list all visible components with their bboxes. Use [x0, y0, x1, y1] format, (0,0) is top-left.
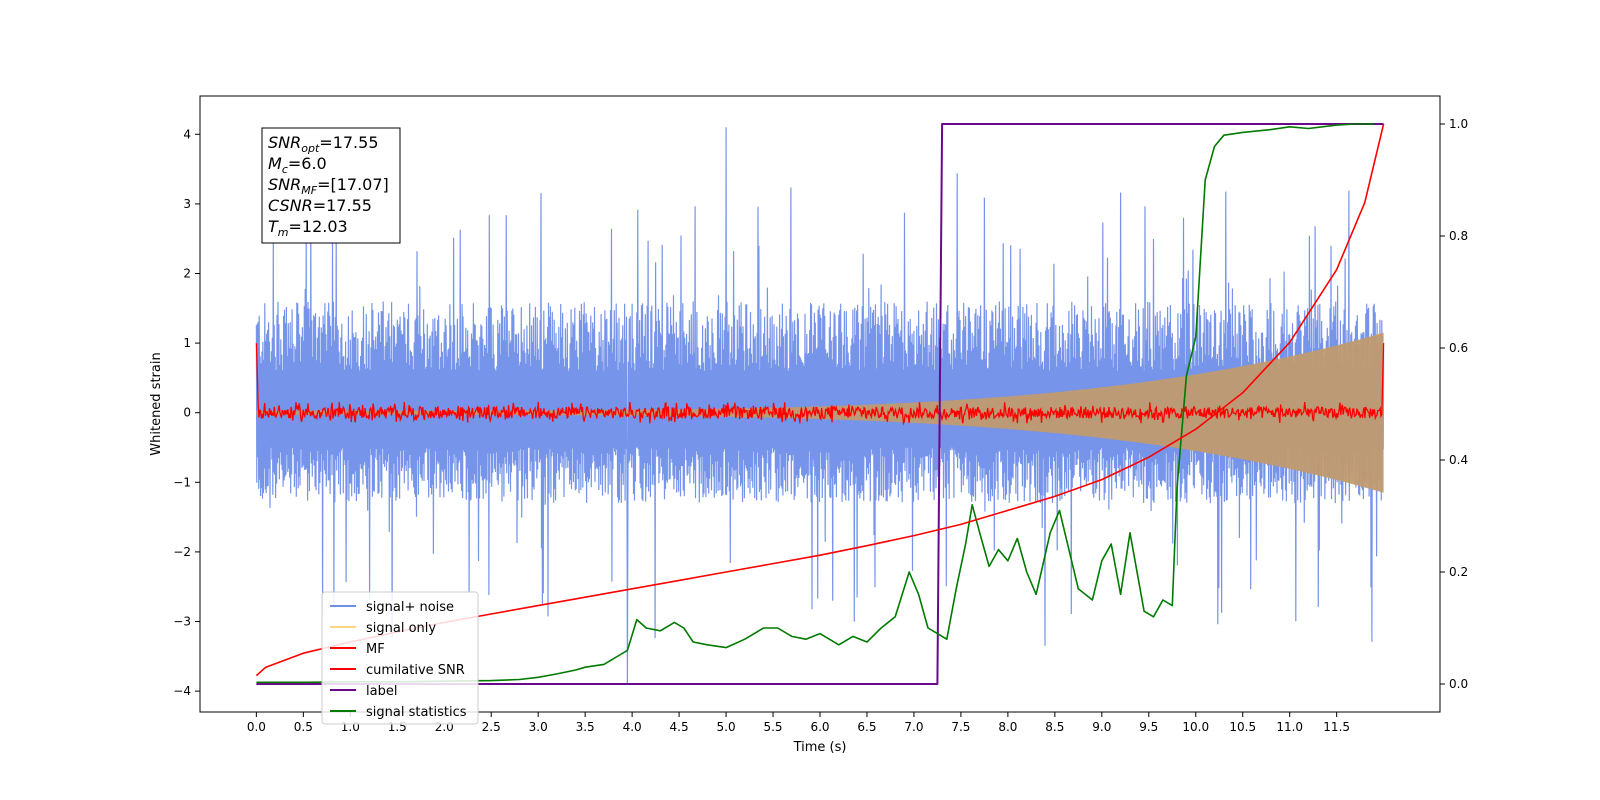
legend-label: cumilative SNR	[366, 663, 465, 678]
legend-label: label	[366, 684, 397, 699]
y-axis-left: −4 −3 −2 −1 0 1 2 3 4	[173, 127, 200, 698]
annotation-symbol: SNR	[268, 175, 301, 194]
annotation-value: =17.55	[313, 196, 372, 215]
annotation-line: Mc=6.0	[268, 154, 327, 176]
y-tick-label: −4	[173, 684, 191, 698]
annotation-value: =[17.07]	[317, 175, 389, 194]
legend-entry: cumilative SNR	[330, 663, 465, 678]
legend-entry: signal statistics	[330, 705, 467, 720]
y2-tick-label: 0.6	[1449, 341, 1468, 355]
y-tick-label: 2	[183, 266, 191, 280]
y-tick-label: 1	[183, 336, 191, 350]
x-tick-label: 7.0	[904, 720, 923, 734]
y2-tick-label: 1.0	[1449, 117, 1468, 131]
x-tick-label: 11.5	[1323, 720, 1350, 734]
annotation-line: Tm=12.03	[268, 217, 348, 239]
annotation-symbol: M	[268, 154, 282, 173]
annotation-value: =17.55	[319, 133, 378, 152]
legend-entry: label	[330, 684, 397, 699]
annotation-subscript: MF	[301, 184, 317, 197]
annotation-subscript: opt	[301, 142, 320, 155]
x-tick-label: 5.5	[763, 720, 782, 734]
x-tick-label: 9.5	[1139, 720, 1158, 734]
legend-frame	[321, 591, 479, 725]
annotation-subscript: c	[282, 163, 288, 176]
annotation-line: SNRopt=17.55	[268, 133, 379, 155]
series-0-line	[255, 127, 1385, 685]
annotation-symbol: SNR	[268, 133, 301, 152]
x-tick-label: 2.5	[482, 720, 501, 734]
series-4-line	[256, 123, 1384, 685]
series-2-line	[255, 343, 1385, 426]
y2-tick-label: 0.0	[1449, 677, 1468, 691]
y-tick-label: −3	[173, 615, 191, 629]
series-5-line	[256, 123, 1375, 684]
y-tick-label: 0	[183, 406, 191, 420]
y-tick-label: 3	[183, 197, 191, 211]
annotation-line: CSNR=17.55	[268, 196, 372, 215]
x-axis: 0.0 0.5 1.0 1.5 2.0 2.5 3.0 3.5 4.0 4.5 5.0 5.5 6.0 6…	[247, 712, 1350, 734]
legend-entry: signal only	[330, 621, 436, 636]
y-tick-label: 4	[183, 127, 191, 141]
legend-label: MF	[366, 642, 385, 657]
x-tick-label: 11.0	[1276, 720, 1303, 734]
annotation-frame	[261, 127, 401, 244]
y-tick-label: −1	[173, 475, 191, 489]
y2-tick-label: 0.4	[1449, 453, 1468, 467]
x-tick-label: 10.5	[1229, 720, 1256, 734]
x-tick-label: 3.0	[529, 720, 548, 734]
x-tick-label: 3.5	[576, 720, 595, 734]
x-tick-label: 0.5	[294, 720, 313, 734]
legend-entry: MF	[330, 642, 385, 657]
annotation-box: SNRopt=17.55Mc=6.0SNRMF=[17.07]CSNR=17.5…	[261, 127, 401, 244]
x-tick-label: 4.0	[623, 720, 642, 734]
y2-tick-label: 0.8	[1449, 229, 1468, 243]
y-axis-label: Whitened strain	[149, 352, 164, 455]
legend: signal+ noise signal only MF cumilative SNR…	[321, 591, 479, 725]
y-axis-right: 0.0 0.2 0.4 0.6 0.8 1.0	[1440, 117, 1468, 691]
x-tick-label: 8.0	[998, 720, 1017, 734]
x-tick-label: 0.0	[247, 720, 266, 734]
legend-label: signal only	[366, 621, 436, 636]
x-tick-label: 8.5	[1045, 720, 1064, 734]
x-axis-label: Time (s)	[793, 740, 847, 755]
x-tick-label: 9.0	[1092, 720, 1111, 734]
annotation-line: SNRMF=[17.07]	[268, 175, 389, 197]
annotation-symbol: CSNR	[268, 196, 313, 215]
legend-label: signal statistics	[366, 705, 467, 720]
plot-area	[255, 123, 1385, 685]
legend-label: signal+ noise	[366, 600, 454, 615]
series-1-band	[256, 332, 1384, 493]
annotation-symbol: T	[268, 217, 279, 236]
x-tick-label: 6.5	[857, 720, 876, 734]
legend-entry: signal+ noise	[330, 600, 454, 615]
y-tick-label: −2	[173, 545, 191, 559]
x-tick-label: 7.5	[951, 720, 970, 734]
x-tick-label: 4.5	[670, 720, 689, 734]
annotation-value: =12.03	[289, 217, 348, 236]
annotation-subscript: m	[278, 226, 289, 239]
y2-tick-label: 0.2	[1449, 565, 1468, 579]
annotation-value: =6.0	[288, 154, 327, 173]
x-tick-label: 6.0	[810, 720, 829, 734]
x-tick-label: 10.0	[1182, 720, 1209, 734]
x-tick-label: 5.0	[717, 720, 736, 734]
